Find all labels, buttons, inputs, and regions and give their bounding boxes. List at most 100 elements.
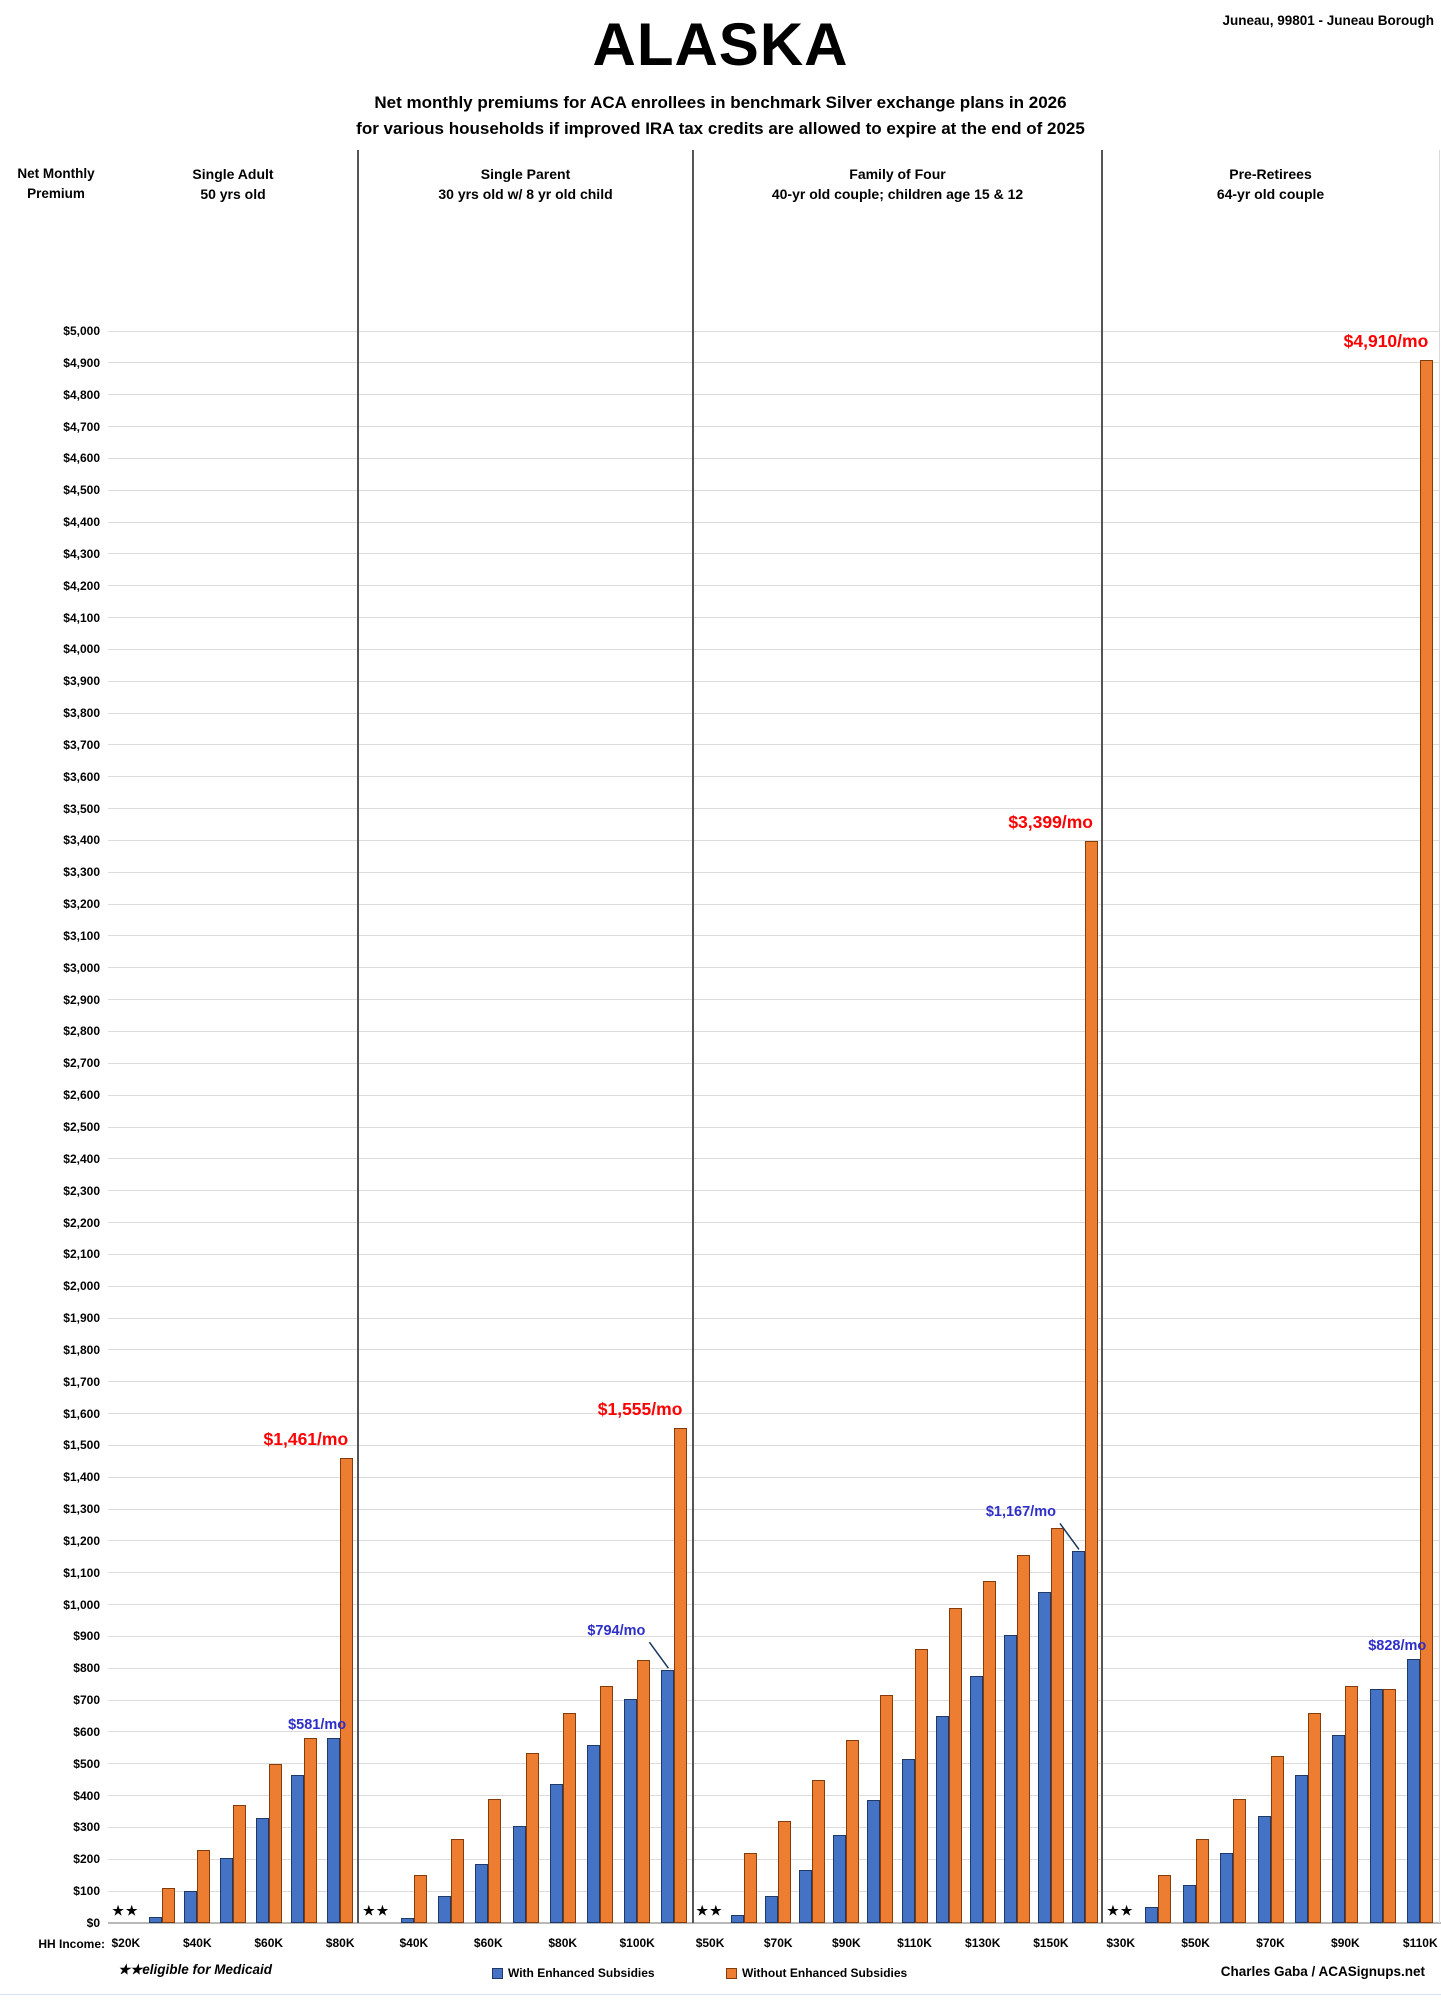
annotation-with: $794/mo — [587, 1622, 646, 1639]
chart-subtitle-line1: Net monthly premiums for ACA enrollees i… — [374, 93, 1067, 112]
gridline — [108, 839, 1439, 841]
bar-without-subsidies — [599, 1685, 613, 1923]
y-tick-label: $1,800 — [63, 1342, 100, 1357]
chart-subtitle-line2: for various households if improved IRA t… — [356, 119, 1085, 138]
bar-with-subsidies — [1071, 1551, 1085, 1923]
bar-without-subsidies — [1270, 1755, 1284, 1923]
annotation-without: $4,910/mo — [1343, 331, 1429, 352]
gridline — [108, 680, 1439, 682]
hh-income-label: HH Income: — [38, 1937, 105, 1951]
panel-divider — [1101, 150, 1103, 1923]
y-tick-label: $3,900 — [63, 674, 100, 689]
gridline — [108, 1317, 1439, 1319]
gridline — [108, 1444, 1439, 1446]
y-tick-label: $2,400 — [63, 1151, 100, 1166]
bar-without-subsidies — [948, 1607, 962, 1923]
annotation-without: $1,555/mo — [597, 1399, 683, 1420]
gridline — [108, 712, 1439, 714]
gridline — [108, 1222, 1439, 1224]
bar-without-subsidies — [1016, 1555, 1030, 1923]
legend-swatch-blue — [492, 1967, 503, 1979]
x-tick-label: $20K — [111, 1936, 141, 1950]
plot-right-border — [1439, 150, 1440, 1923]
gridline — [108, 648, 1439, 650]
annotation-without: $1,461/mo — [263, 1429, 349, 1450]
gridline — [108, 1190, 1439, 1192]
y-tick-label: $2,200 — [63, 1215, 100, 1230]
legend-label: With Enhanced Subsidies — [508, 1966, 655, 1980]
y-tick-label: $4,800 — [63, 387, 100, 402]
legend-item-without-subsidies: Without Enhanced Subsidies — [726, 1966, 907, 1980]
gridline — [108, 935, 1439, 937]
medicaid-footnote: ★★eligible for Medicaid — [118, 1962, 272, 1977]
x-tick-label: $100K — [619, 1936, 655, 1950]
bar-with-subsidies — [935, 1716, 949, 1923]
x-tick-label: $50K — [695, 1936, 725, 1950]
bar-with-subsidies — [731, 1915, 745, 1923]
bar-without-subsidies — [1233, 1798, 1247, 1923]
bar-without-subsidies — [914, 1649, 928, 1923]
panel-header-line1: Family of Four — [849, 166, 946, 182]
y-tick-label: $800 — [73, 1661, 100, 1676]
x-axis-line — [108, 1922, 1441, 1924]
bar-without-subsidies — [304, 1738, 318, 1923]
bar-with-subsidies — [1294, 1774, 1308, 1923]
gridline — [108, 426, 1439, 428]
gridline — [108, 744, 1439, 746]
y-tick-label: $3,000 — [63, 960, 100, 975]
bar-with-subsidies — [148, 1916, 162, 1923]
bar-without-subsidies — [637, 1660, 651, 1923]
gridline — [108, 1731, 1439, 1733]
y-tick-label: $3,400 — [63, 833, 100, 848]
gridline — [108, 1413, 1439, 1415]
gridline — [108, 1349, 1439, 1351]
page-bottom-border — [0, 1994, 1441, 1995]
bar-without-subsidies — [268, 1763, 282, 1923]
bar-without-subsidies — [812, 1779, 826, 1923]
bar-with-subsidies — [867, 1800, 881, 1923]
legend-swatch-orange — [726, 1967, 737, 1979]
x-tick-label: $150K — [1033, 1936, 1069, 1950]
y-tick-label: $1,900 — [63, 1311, 100, 1326]
y-tick-label: $2,100 — [63, 1247, 100, 1262]
bar-without-subsidies — [340, 1457, 354, 1923]
gridline — [108, 1508, 1439, 1510]
y-tick-label: $700 — [73, 1693, 100, 1708]
bar-with-subsidies — [1182, 1884, 1196, 1923]
bar-without-subsidies — [161, 1887, 175, 1923]
y-tick-label: $4,000 — [63, 642, 100, 657]
bar-without-subsidies — [1084, 840, 1098, 1923]
bar-without-subsidies — [451, 1838, 465, 1923]
y-tick-label: $5,000 — [63, 324, 100, 338]
gridline — [108, 585, 1439, 587]
x-tick-label: $40K — [399, 1936, 429, 1950]
x-tick-label: $90K — [1331, 1936, 1360, 1950]
y-tick-label: $300 — [73, 1820, 100, 1835]
gridline — [108, 1253, 1439, 1255]
x-tick-label: $130K — [965, 1936, 1001, 1950]
bar-without-subsidies — [1050, 1528, 1064, 1923]
medicaid-marker: ★★ — [696, 1903, 724, 1918]
y-tick-label: $4,600 — [63, 451, 100, 466]
bar-with-subsidies — [586, 1744, 600, 1923]
gridline — [108, 871, 1439, 873]
gridline — [108, 1826, 1439, 1828]
panel-header-line2: 64-yr old couple — [1216, 186, 1325, 202]
y-tick-label: $4,900 — [63, 355, 100, 370]
y-tick-label: $400 — [73, 1788, 100, 1803]
y-tick-label: $4,400 — [63, 515, 100, 530]
bar-with-subsidies — [799, 1870, 813, 1923]
bar-with-subsidies — [1257, 1816, 1271, 1923]
x-tick-label: $80K — [548, 1936, 578, 1950]
gridline — [108, 1381, 1439, 1383]
bar-without-subsidies — [1158, 1875, 1172, 1923]
bar-with-subsidies — [1145, 1907, 1159, 1923]
y-tick-label: $1,700 — [63, 1374, 100, 1389]
bar-with-subsidies — [400, 1918, 414, 1923]
y-tick-label: $2,800 — [63, 1024, 100, 1039]
bar-with-subsidies — [220, 1857, 233, 1923]
gridline — [108, 1540, 1439, 1542]
bar-without-subsidies — [778, 1821, 792, 1923]
panel-divider — [692, 150, 694, 1923]
